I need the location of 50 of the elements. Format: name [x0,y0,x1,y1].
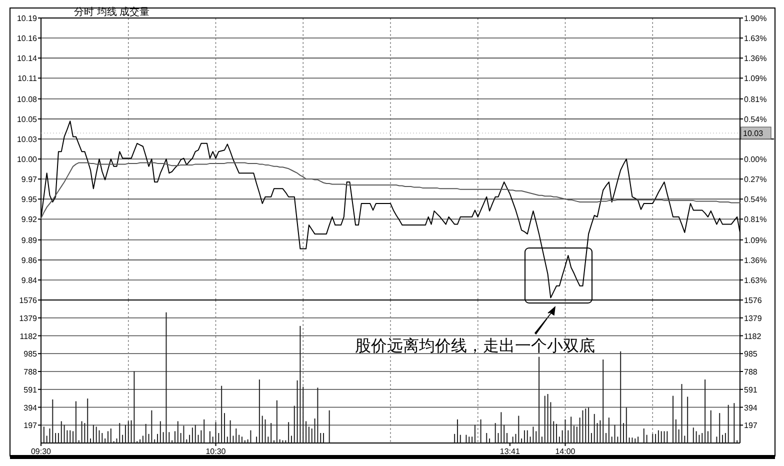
y-tick-label: 1379 [19,314,38,323]
y-tick-label: 10.05 [16,114,38,124]
y2-tick-label: 0.00% [744,155,767,164]
y2-tick-label: 1576 [744,296,762,305]
y2-tick-label: 1182 [744,332,762,341]
y2-tick-label: 985 [744,350,758,359]
line-series [40,162,740,219]
y2-tick-label: 1379 [744,314,762,323]
y2-tick-label: 1.09% [744,236,767,245]
y-tick-label: 9.97 [21,175,38,184]
y-tick-label: 10.03 [16,134,38,144]
y2-tick-label: 1.63% [744,276,767,285]
x-tick-label: 13:41 [500,447,520,456]
x-tick-label: 14:00 [555,447,576,456]
y2-tick-label: 394 [744,403,758,412]
y-tick-label: 985 [24,350,38,359]
y2-tick-label: 1.36% [744,54,767,64]
y-tick-label: 591 [24,385,38,394]
y-tick-label: 10.14 [16,54,38,64]
y2-tick-label: 0.27% [744,175,767,184]
y2-tick-label: 1.90% [744,14,767,23]
y-tick-label: 10.16 [16,34,38,44]
annotation: 股价远离均价线，走出一个小双底 [355,337,595,355]
y-tick-label: 788 [24,368,38,376]
y2-tick-label: 0.54% [744,195,767,204]
ref-line-label: 10.03 [743,129,764,138]
y-tick-label: 9.84 [21,276,38,285]
y-tick-label: 10.00 [16,155,38,164]
y2-tick-label: 788 [744,368,758,376]
y2-tick-label: 1.09% [744,74,767,84]
x-tick-label: 09:30 [30,447,52,456]
y2-tick-label: 0.54% [744,114,767,124]
y2-tick-label: 591 [744,385,758,394]
y-tick-label: 1576 [19,296,38,305]
y2-tick-label: 1.63% [744,34,767,44]
y-tick-label: 10.08 [16,94,38,104]
y-tick-label: 197 [24,421,38,430]
y2-tick-label: 0.81% [744,215,767,224]
y-tick-label: 10.19 [16,14,38,23]
y2-tick-label: 0.81% [744,94,767,104]
y2-tick-label: 197 [744,421,758,430]
y-tick-label: 9.86 [21,256,38,265]
y-tick-label: 1182 [20,332,38,341]
y2-tick-label: 1.36% [744,256,767,265]
y-tick-label: 10.11 [18,74,38,84]
y-tick-label: 9.95 [21,195,38,204]
y-tick-label: 9.92 [21,215,38,224]
x-tick-label: 10:30 [206,447,226,456]
y-tick-label: 9.89 [21,236,38,245]
y-tick-label: 394 [24,403,38,412]
